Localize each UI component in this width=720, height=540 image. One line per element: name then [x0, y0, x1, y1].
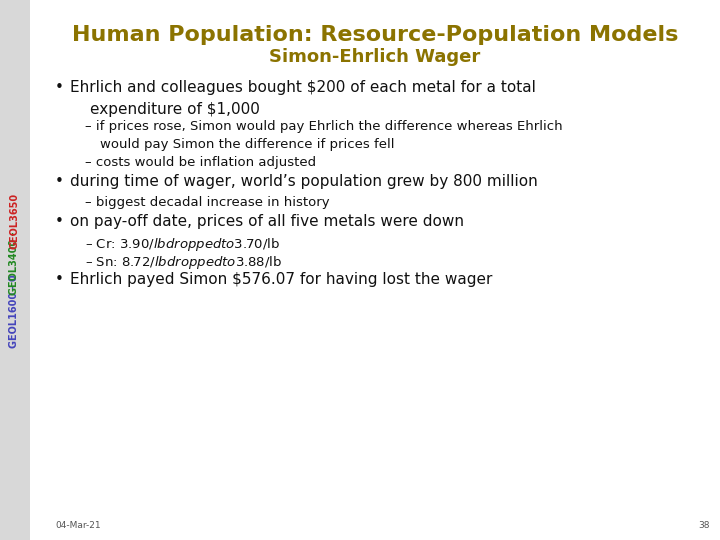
Text: 38: 38	[698, 521, 710, 530]
Text: Human Population: Resource-Population Models: Human Population: Resource-Population Mo…	[72, 25, 678, 45]
Text: •: •	[55, 174, 64, 189]
Text: – Sn: $8.72/lb dropped to $3.88/lb: – Sn: $8.72/lb dropped to $3.88/lb	[85, 254, 282, 271]
FancyBboxPatch shape	[30, 0, 720, 540]
Text: – biggest decadal increase in history: – biggest decadal increase in history	[85, 196, 330, 209]
Text: during time of wager, world’s population grew by 800 million: during time of wager, world’s population…	[70, 174, 538, 189]
Text: on pay-off date, prices of all five metals were down: on pay-off date, prices of all five meta…	[70, 214, 464, 229]
FancyBboxPatch shape	[0, 0, 30, 540]
Text: would pay Simon the difference if prices fell: would pay Simon the difference if prices…	[100, 138, 395, 151]
Text: •: •	[55, 272, 64, 287]
Text: GEOL3400 -: GEOL3400 -	[9, 228, 19, 295]
Text: – Cr: $3.90/lb dropped to $3.70/lb: – Cr: $3.90/lb dropped to $3.70/lb	[85, 236, 280, 253]
Text: 04-Mar-21: 04-Mar-21	[55, 521, 101, 530]
Text: Simon-Ehrlich Wager: Simon-Ehrlich Wager	[269, 48, 481, 66]
Text: expenditure of $1,000: expenditure of $1,000	[90, 102, 260, 117]
Text: Ehrlich and colleagues bought $200 of each metal for a total: Ehrlich and colleagues bought $200 of ea…	[70, 80, 536, 95]
Text: •: •	[55, 214, 64, 229]
Text: Ehrlich payed Simon $576.07 for having lost the wager: Ehrlich payed Simon $576.07 for having l…	[70, 272, 492, 287]
Text: GEOL1600 - 0: GEOL1600 - 0	[9, 274, 19, 348]
Text: – if prices rose, Simon would pay Ehrlich the difference whereas Ehrlich: – if prices rose, Simon would pay Ehrlic…	[85, 120, 562, 133]
Text: GEOL3650: GEOL3650	[9, 192, 19, 248]
Text: – costs would be inflation adjusted: – costs would be inflation adjusted	[85, 156, 316, 169]
Text: •: •	[55, 80, 64, 95]
